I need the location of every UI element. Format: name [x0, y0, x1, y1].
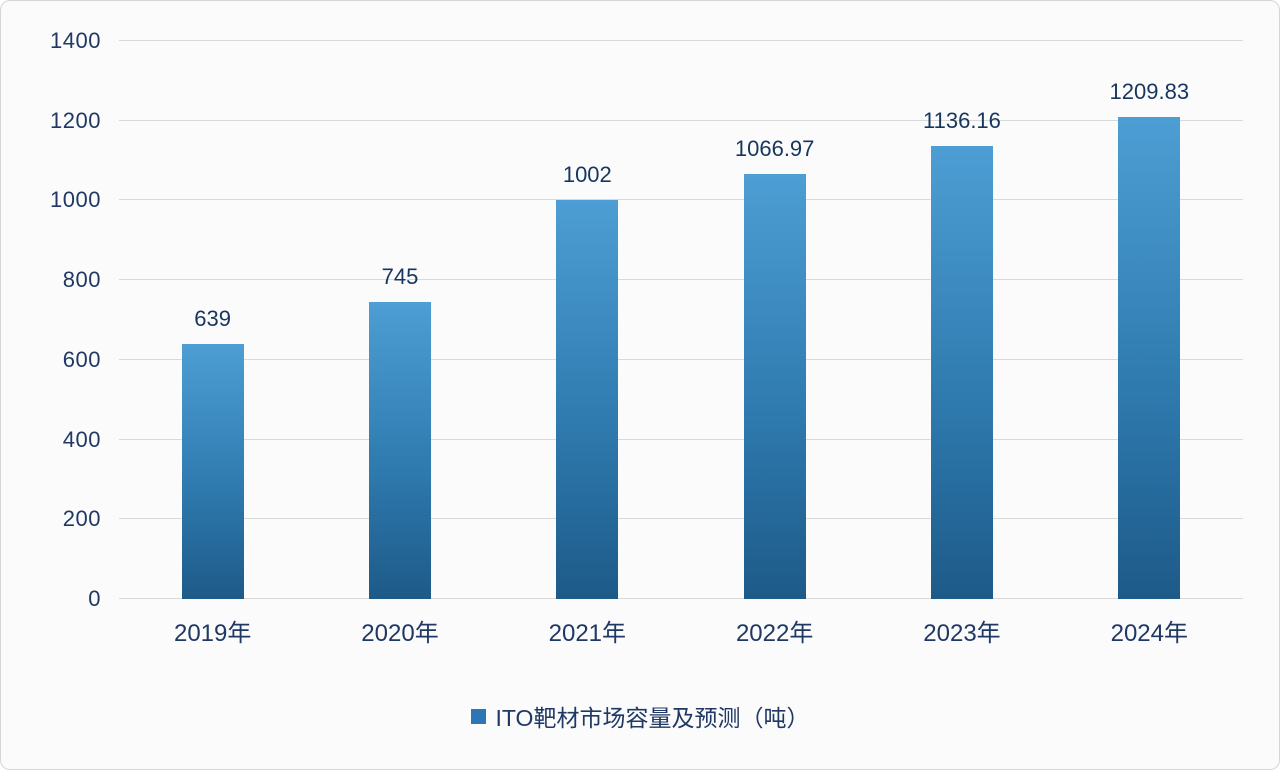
gridline — [119, 199, 1243, 201]
bar-value-label: 1136.16 — [923, 108, 1001, 134]
y-axis: 0 200 400 600 800 1000 1200 1400 — [1, 28, 101, 611]
plot-area: 639 745 1002 1066.97 1136.16 1209.83 — [119, 40, 1243, 599]
bar-value-label: 1002 — [562, 161, 612, 187]
x-tick-label: 2022年 — [735, 620, 814, 647]
gridline — [119, 518, 1243, 520]
bar-slot: 745 — [306, 41, 493, 599]
x-tick-label: 2024年 — [1110, 620, 1188, 647]
y-tick-label: 1400 — [50, 28, 101, 53]
y-tick-label: 400 — [62, 426, 101, 452]
x-axis: 2019年 2020年 2021年 2022年 2023年 2024年 — [119, 613, 1243, 648]
bar — [368, 302, 431, 599]
gridline — [119, 438, 1243, 440]
x-tick-label: 2019年 — [173, 620, 252, 647]
bar — [556, 199, 619, 599]
bar-slot: 1066.97 — [681, 41, 868, 599]
bar-slot: 1002 — [494, 41, 681, 599]
gridline — [119, 119, 1243, 121]
y-tick-label: 0 — [88, 586, 101, 611]
y-tick-label: 800 — [62, 267, 101, 293]
bar-slot: 1136.16 — [868, 41, 1055, 599]
gridline — [119, 598, 1243, 599]
x-tick-label: 2021年 — [548, 620, 627, 647]
bar-slot: 639 — [119, 41, 306, 599]
legend-label: ITO靶材市场容量及预测（吨） — [495, 705, 810, 731]
gridline — [119, 358, 1243, 360]
bar-value-label: 1209.83 — [1109, 78, 1190, 104]
legend: ITO靶材市场容量及预测（吨） — [1, 699, 1279, 733]
x-tick-label: 2020年 — [361, 620, 439, 647]
bar-value-label: 745 — [381, 264, 419, 290]
gridline — [119, 279, 1243, 281]
bar-value-label: 1066.97 — [734, 135, 815, 161]
bar — [181, 344, 244, 599]
legend-marker-icon — [470, 708, 486, 724]
y-tick-label: 1200 — [50, 107, 101, 133]
y-tick-label: 600 — [62, 346, 101, 372]
bars-row: 639 745 1002 1066.97 1136.16 1209.83 — [119, 41, 1243, 599]
y-tick-label: 200 — [62, 506, 101, 532]
bar-value-label: 639 — [194, 306, 232, 332]
bar — [1118, 116, 1181, 599]
gridline — [119, 40, 1243, 41]
y-tick-label: 1000 — [50, 187, 101, 213]
bar — [743, 173, 806, 599]
bar — [930, 146, 993, 599]
x-tick-label: 2023年 — [923, 620, 1001, 647]
bar-slot: 1209.83 — [1056, 41, 1243, 599]
